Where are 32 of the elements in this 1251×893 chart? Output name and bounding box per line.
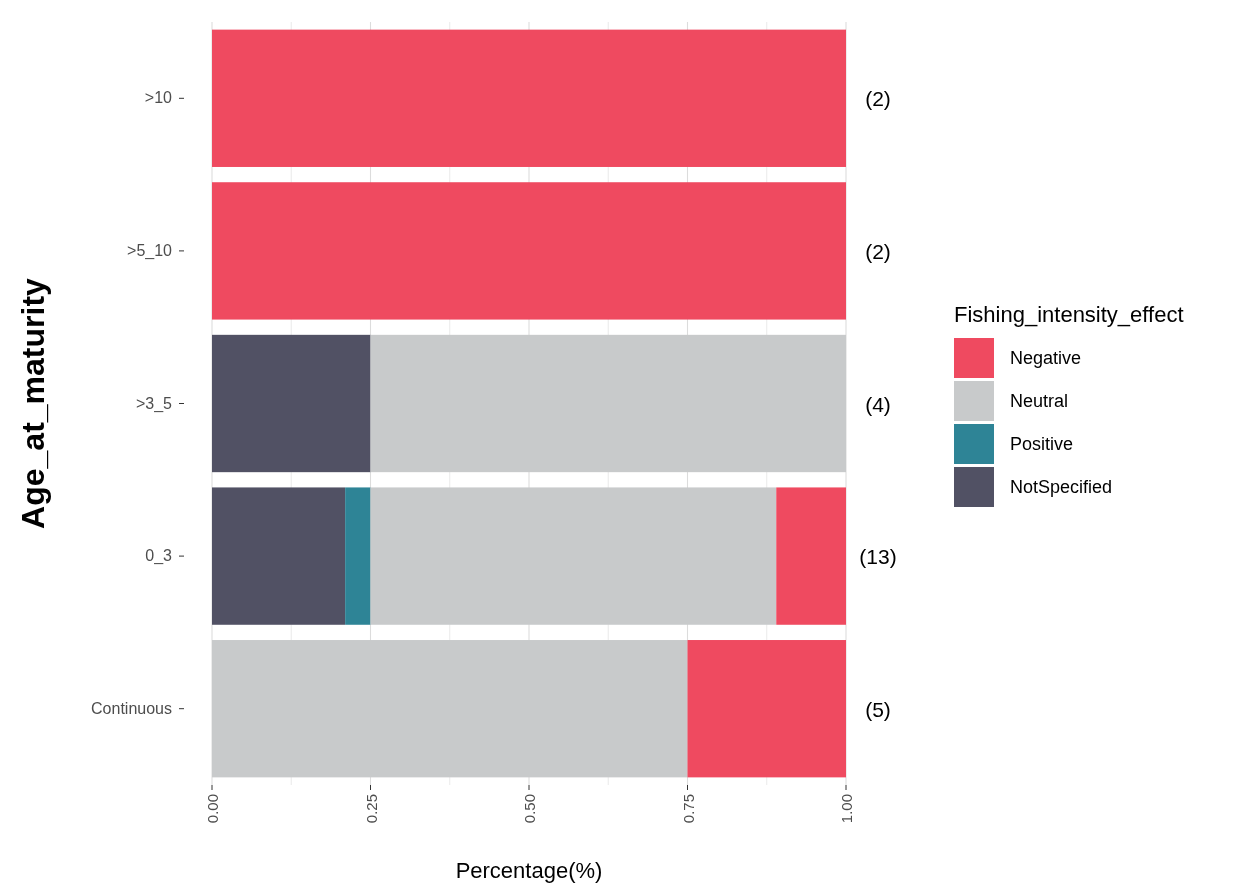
legend-label: Negative (1010, 348, 1082, 368)
x-tick-label: 0.00 (204, 794, 221, 824)
text: (2) (865, 239, 891, 263)
y-tick-label: >5_10 (127, 241, 173, 260)
bar (687, 640, 846, 778)
bar (212, 182, 846, 320)
x-tick-label: 1.00 (838, 794, 855, 824)
y-tick-label: Continuous (91, 699, 172, 717)
bar (345, 487, 371, 625)
bar (776, 487, 846, 625)
y-tick-label: >10 (144, 89, 173, 107)
legend-title: Fishing_intensity_effect (954, 302, 1184, 327)
bar (212, 640, 688, 778)
x-axis-title: Percentage(%) (455, 858, 603, 883)
legend-label: Neutral (1010, 391, 1069, 411)
text: (4) (865, 392, 891, 416)
bar (370, 334, 846, 473)
y-axis-title: Age_at_maturity (15, 277, 51, 529)
text: (13) (859, 545, 897, 569)
y-tick-label: 0_3 (145, 547, 173, 566)
bar (212, 487, 346, 625)
text: (5) (865, 697, 891, 721)
x-tick-label: 0.50 (521, 794, 538, 824)
text: (2) (865, 87, 891, 111)
legend-label: Positive (1010, 434, 1074, 454)
y-tick-label: >3_5 (135, 394, 173, 413)
bar (370, 487, 777, 625)
bar (212, 334, 371, 473)
legend-label: NotSpecified (1010, 477, 1113, 497)
bar (212, 29, 846, 167)
x-tick-label: 0.25 (362, 794, 380, 824)
x-tick-label: 0.75 (679, 794, 697, 824)
